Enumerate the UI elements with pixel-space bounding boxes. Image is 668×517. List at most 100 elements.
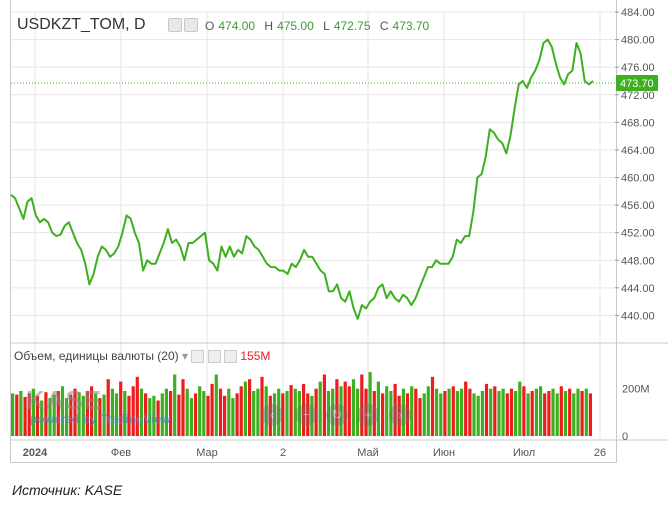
y-tick-label: 484.00 xyxy=(621,7,655,19)
close-value: 473.70 xyxy=(392,19,430,33)
volume-bar xyxy=(119,381,123,436)
volume-bar xyxy=(443,391,447,436)
y-tick-label: 480.00 xyxy=(621,35,655,47)
volume-bar xyxy=(185,388,189,436)
volume-bar xyxy=(331,388,335,436)
volume-bar xyxy=(347,386,351,436)
volume-bar xyxy=(356,388,360,436)
volume-bar xyxy=(243,381,247,436)
volume-bar xyxy=(277,388,281,436)
volume-eye-icon[interactable] xyxy=(191,350,205,364)
symbol-title[interactable]: USDKZT_TOM, D xyxy=(17,16,146,33)
volume-bar xyxy=(493,386,497,436)
volume-bar xyxy=(102,394,106,436)
volume-bar xyxy=(173,374,177,436)
volume-bar xyxy=(509,388,514,436)
volume-bar xyxy=(285,391,289,436)
volume-bar xyxy=(476,395,480,436)
volume-bar xyxy=(381,393,385,436)
volume-bar xyxy=(547,391,551,436)
volume-bar xyxy=(522,386,526,436)
volume-bar xyxy=(223,395,227,436)
volume-bar xyxy=(239,386,243,436)
volume-bar xyxy=(127,395,131,436)
volume-bar xyxy=(227,388,231,436)
y-tick-label: 472.00 xyxy=(621,90,655,102)
volume-bar xyxy=(218,388,223,436)
source-caption: Источник: KASE xyxy=(12,482,123,498)
volume-bar xyxy=(106,379,110,436)
volume-bar xyxy=(322,374,326,436)
zoom-out-icon[interactable]: − xyxy=(295,404,317,426)
zoom-in-icon[interactable]: + xyxy=(357,404,379,426)
volume-bar xyxy=(464,381,468,436)
volume-bar xyxy=(181,379,185,436)
volume-settings-icon[interactable] xyxy=(207,350,221,364)
volume-bar xyxy=(368,372,372,436)
volume-close-icon[interactable] xyxy=(224,350,238,364)
volume-bar xyxy=(156,400,160,436)
volume-bar xyxy=(418,398,422,436)
y-tick-label: 440.00 xyxy=(621,310,655,322)
visibility-icon[interactable] xyxy=(184,18,198,32)
x-tick-label: Мар xyxy=(196,447,218,459)
volume-bar xyxy=(563,391,568,436)
volume-bar xyxy=(85,391,89,436)
volume-bar xyxy=(272,393,277,436)
volume-bar xyxy=(302,383,306,436)
volume-bar xyxy=(297,391,301,436)
volume-bar xyxy=(518,381,522,436)
volume-bar xyxy=(260,376,264,436)
x-tick-label: Июл xyxy=(513,447,535,459)
volume-bar xyxy=(480,391,484,436)
volume-title: Объем, единицы валюты (20) xyxy=(14,349,179,363)
x-tick-label: Фев xyxy=(111,447,131,459)
volume-bar xyxy=(210,383,214,436)
volume-bar xyxy=(77,392,81,436)
volume-bar xyxy=(426,386,430,436)
volume-bar xyxy=(231,398,235,436)
kase-watermark: KASE xyxy=(26,385,103,415)
volume-bar xyxy=(339,386,343,436)
volume-bar xyxy=(65,398,69,436)
volume-bar xyxy=(559,386,563,436)
y-tick-label: 468.00 xyxy=(621,117,655,129)
volume-bar xyxy=(430,376,435,436)
volume-bar xyxy=(534,388,538,436)
volume-dropdown-icon[interactable]: ▾ xyxy=(181,349,188,363)
chart-svg: 440.00 444.00 448.00 452.00 456.00 460.00 464.… xyxy=(10,7,668,459)
scroll-left-icon[interactable]: ‹ xyxy=(261,404,283,426)
volume-bar xyxy=(505,393,509,436)
volume-bar xyxy=(252,391,256,436)
reset-icon[interactable]: ↻ xyxy=(326,404,348,426)
settings-icon[interactable] xyxy=(168,18,182,32)
volume-bar xyxy=(177,394,181,436)
volume-bar xyxy=(90,386,94,436)
volume-bar xyxy=(551,388,555,436)
volume-bar xyxy=(343,381,347,436)
volume-bar xyxy=(360,374,364,436)
open-key: O xyxy=(205,19,215,33)
volume-bar xyxy=(501,388,505,436)
scroll-right-icon[interactable]: › xyxy=(389,404,411,426)
volume-bar xyxy=(572,393,576,436)
high-value: 475.00 xyxy=(277,19,314,33)
volume-bar xyxy=(447,388,451,436)
volume-bar xyxy=(48,398,52,436)
volume-bar xyxy=(514,391,518,436)
volume-bar xyxy=(372,391,376,436)
volume-bar xyxy=(31,388,35,436)
volume-bar xyxy=(52,394,56,436)
y-tick-label: 464.00 xyxy=(621,145,655,157)
volume-bar xyxy=(94,393,98,436)
volume-bar xyxy=(44,392,48,436)
volume-bar xyxy=(202,391,206,436)
volume-bar xyxy=(289,385,293,436)
volume-header: Объем, единицы валюты (20) ▾ 155M xyxy=(14,349,270,364)
y-tick-label: 456.00 xyxy=(621,200,655,212)
volume-bar xyxy=(144,393,148,436)
volume-bar xyxy=(451,386,455,436)
x-tick-label: 2024 xyxy=(23,447,48,459)
volume-bar xyxy=(35,395,40,436)
volume-bar xyxy=(472,393,476,436)
